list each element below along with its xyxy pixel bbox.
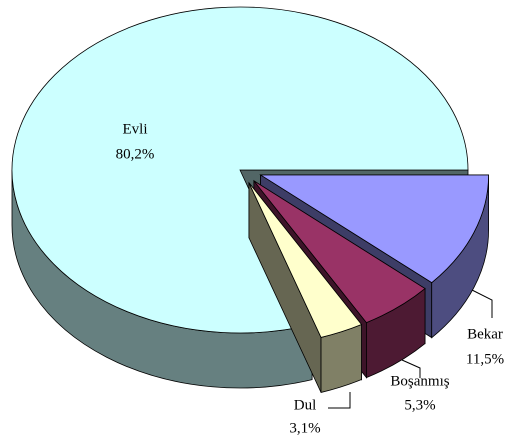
leader-line [401,359,421,378]
slice-value-label: 3,1% [289,420,320,436]
slice-top [259,174,489,284]
slice-value-label: 11,5% [466,351,504,367]
slice-top [253,180,426,324]
slice-value-label: 5,3% [404,397,435,413]
pie-slice [248,181,363,393]
leader-line [328,392,351,409]
pie [11,6,489,393]
slice-label: Boşanmış [390,373,449,389]
slice-top [248,182,363,338]
slice-top [11,6,469,334]
slice-label: Dul [294,397,317,413]
slice-label: Evli [123,121,148,137]
slice-value-label: 80,2% [116,146,155,162]
slice-label: Bekar [467,326,503,342]
leader-line [471,289,493,318]
